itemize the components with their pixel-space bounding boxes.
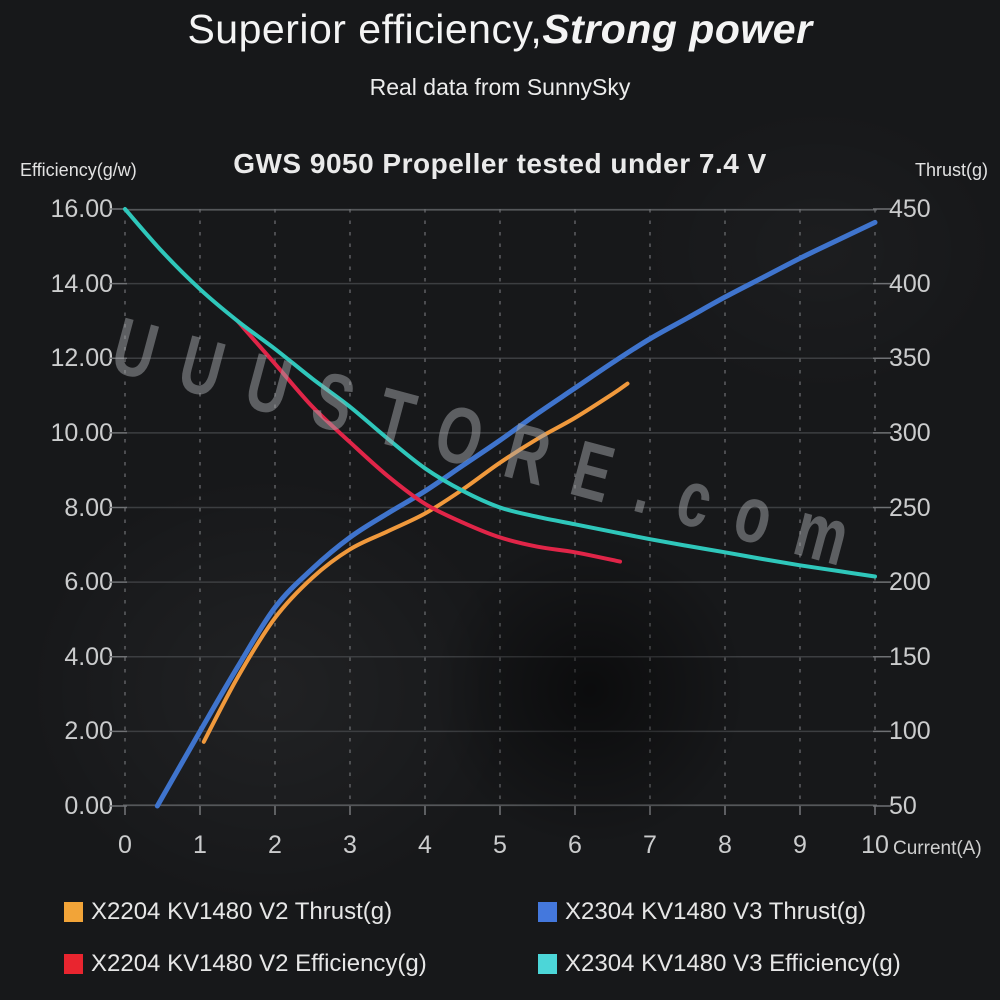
page-title: Superior efficiency,Strong power: [0, 6, 1000, 53]
legend-swatch-icon: [538, 902, 557, 922]
tick-label: 6: [568, 831, 582, 859]
tick-label: 4.00: [64, 642, 113, 671]
legend-label: X2204 KV1480 V2 Thrust(g): [91, 898, 393, 925]
tick-label: 16.00: [50, 195, 113, 223]
tick-label: 5: [493, 831, 507, 859]
right-axis-title: Thrust(g): [914, 160, 988, 180]
tick-label: 0.00: [64, 792, 113, 820]
legend-swatch-icon: [64, 902, 83, 922]
tick-label: 9: [793, 831, 807, 859]
legend-label: X2304 KV1480 V3 Efficiency(g): [565, 950, 901, 977]
title-regular: Superior efficiency,: [187, 6, 543, 52]
legend-item: X2204 KV1480 V2 Thrust(g): [64, 897, 392, 927]
tick-label: 100: [889, 717, 931, 746]
legend-label: X2304 KV1480 V3 Thrust(g): [565, 898, 867, 925]
tick-label: 250: [889, 493, 931, 522]
tick-label: 2.00: [64, 717, 113, 746]
tick-label: 10: [861, 831, 889, 859]
legend-item: X2204 KV1480 V2 Efficiency(g): [64, 949, 427, 979]
tick-label: 7: [643, 831, 657, 859]
tick-label: 0: [118, 831, 132, 859]
tick-label: 4: [418, 831, 432, 859]
tick-label: 400: [889, 269, 931, 298]
tick-label: 3: [343, 831, 357, 859]
tick-label: 8: [718, 831, 732, 859]
tick-label: 350: [889, 344, 931, 373]
gridlines-layer: [109, 208, 891, 815]
tick-label: 450: [889, 195, 931, 223]
legend-label: X2204 KV1480 V2 Efficiency(g): [91, 950, 427, 977]
legend-item: X2304 KV1480 V3 Thrust(g): [538, 897, 866, 927]
tick-label: 150: [889, 642, 931, 671]
title-bold: Strong power: [542, 6, 813, 52]
tick-label: 2: [268, 831, 282, 859]
tick-label: 50: [889, 792, 917, 820]
tick-label: 10.00: [50, 418, 113, 447]
tick-label: 6.00: [64, 568, 113, 597]
tick-label: 8.00: [64, 493, 113, 522]
tick-label: 12.00: [50, 344, 113, 373]
tick-label: 14.00: [50, 269, 113, 298]
page-subtitle: Real data from SunnySky: [369, 74, 631, 100]
tick-label: 200: [889, 568, 931, 597]
legend: X2204 KV1480 V2 Thrust(g) X2304 KV1480 V3…: [0, 884, 1000, 994]
x-axis-unit-label: Current(A): [893, 838, 982, 859]
chart-title: GWS 9050 Propeller tested under 7.4 V: [233, 148, 767, 179]
legend-swatch-icon: [64, 954, 83, 974]
legend-swatch-icon: [538, 954, 557, 974]
left-axis-title: Efficiency(g/w): [20, 160, 137, 180]
tick-label: 300: [889, 418, 931, 447]
plot-area: [109, 208, 891, 815]
legend-item: X2304 KV1480 V3 Efficiency(g): [538, 949, 901, 979]
tick-label: 1: [193, 831, 207, 859]
